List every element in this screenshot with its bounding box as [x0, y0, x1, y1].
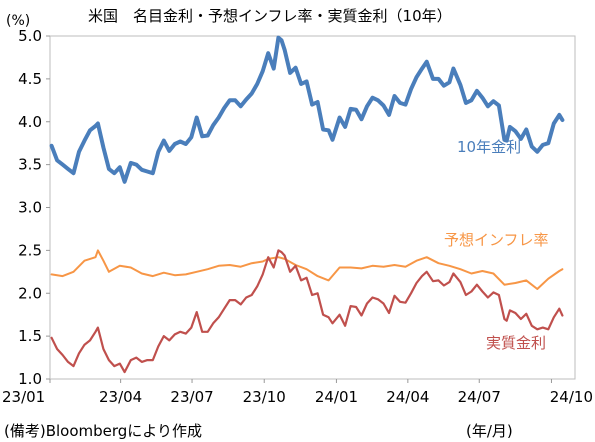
series-lines: [49, 35, 565, 374]
y-axis: 1.0 1.5 2.0 2.5 3.0 3.5 4.0 4.5 5.0: [18, 27, 50, 388]
series-label-nominal: 10年金利: [457, 138, 521, 156]
y-tick-label: 3.5: [18, 156, 42, 174]
x-tick-label: 24/01: [315, 388, 358, 406]
y-tick-label: 1.0: [18, 370, 42, 388]
x-tick-label: 24/07: [458, 388, 501, 406]
y-tick-label: 4.0: [18, 113, 42, 131]
x-tick-label: 23/07: [170, 388, 213, 406]
y-tick-label: 3.0: [18, 199, 42, 217]
y-tick-label: 2.5: [18, 241, 42, 259]
x-axis-unit: (年/月): [466, 422, 513, 440]
x-tick-label: 23/04: [99, 388, 142, 406]
series-line-inflation: [50, 249, 564, 290]
x-tick-label: 24/04: [386, 388, 429, 406]
x-tick-label: 24/10: [550, 388, 593, 406]
x-axis: 23/01 23/04 23/07 23/10 24/01 24/04 24/07 24/10: [2, 379, 593, 406]
y-tick-label: 5.0: [18, 27, 42, 45]
series-line-nominal: [49, 35, 565, 184]
y-tick-label: 1.5: [18, 327, 42, 345]
x-tick-label: 23/01: [2, 388, 45, 406]
chart-title: 米国 名目金利・予想インフレ率・実質金利（10年）: [88, 7, 452, 25]
source-note: (備考)Bloombergにより作成: [4, 422, 202, 440]
y-tick-label: 2.0: [18, 284, 42, 302]
y-axis-unit: (%): [6, 13, 30, 29]
series-label-inflation: 予想インフレ率: [444, 231, 549, 249]
series-line-real: [50, 249, 564, 374]
y-tick-label: 4.5: [18, 70, 42, 88]
x-tick-label: 23/10: [243, 388, 286, 406]
plot-area: [49, 35, 576, 380]
series-label-real: 実質金利: [486, 334, 546, 352]
